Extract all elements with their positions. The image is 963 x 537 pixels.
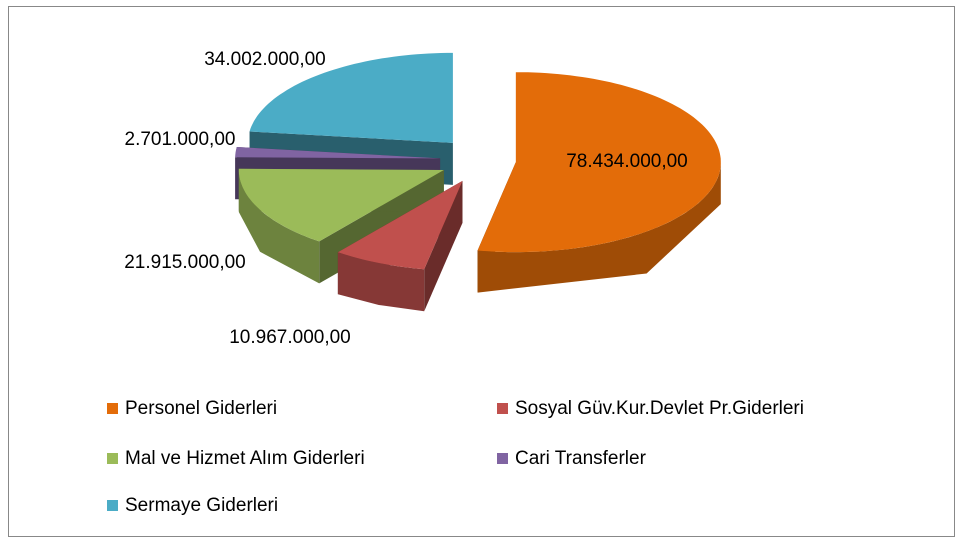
legend-label: Sermaye Giderleri [125,495,278,516]
legend-label: Mal ve Hizmet Alım Giderleri [125,448,365,469]
slice-top [235,147,441,159]
legend-label: Sosyal Güv.Kur.Devlet Pr.Giderleri [515,398,804,419]
legend-label: Personel Giderleri [125,398,277,419]
slice-top [238,168,444,242]
pie-slice [477,72,721,293]
slice-top [337,180,463,270]
slice-top [477,72,721,253]
slice-wall [337,252,425,312]
legend-label: Cari Transferler [515,448,647,469]
legend-swatch [497,453,508,464]
data-label: 78.434.000,00 [566,151,688,172]
legend-swatch [107,403,118,414]
pie-slice [337,180,463,312]
slice-wall [238,170,320,284]
data-label: 10.967.000,00 [229,327,351,348]
data-label: 2.701.000,00 [125,129,236,150]
slice-wall [477,162,721,293]
legend-swatch [107,453,118,464]
data-label: 34.002.000,00 [204,49,326,70]
slice-top [249,52,453,143]
data-label: 21.915.000,00 [124,252,246,273]
legend-swatch [497,403,508,414]
legend-swatch [107,500,118,511]
